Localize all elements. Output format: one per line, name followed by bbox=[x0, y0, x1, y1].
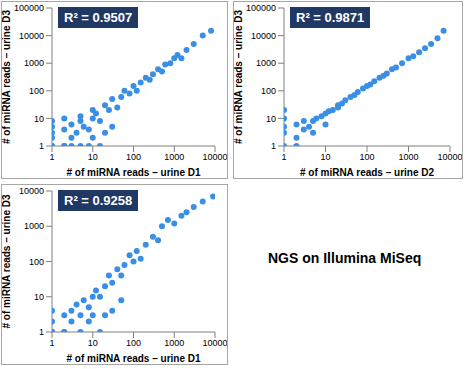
svg-text:10: 10 bbox=[320, 152, 330, 162]
svg-text:# of miRNA reads – urine D2: # of miRNA reads – urine D2 bbox=[300, 167, 435, 178]
svg-text:1: 1 bbox=[49, 152, 54, 162]
svg-text:10: 10 bbox=[34, 292, 44, 302]
svg-text:100000: 100000 bbox=[14, 3, 44, 13]
svg-text:1: 1 bbox=[49, 338, 54, 348]
svg-text:10000: 10000 bbox=[202, 338, 227, 348]
svg-text:100: 100 bbox=[29, 257, 44, 267]
svg-text:10: 10 bbox=[34, 114, 44, 124]
svg-text:10000: 10000 bbox=[19, 186, 44, 196]
svg-text:100: 100 bbox=[126, 338, 141, 348]
svg-text:1000: 1000 bbox=[164, 152, 184, 162]
html-text:R² = 0.9871: R² = 0.9871 bbox=[296, 10, 365, 25]
svg-text:1: 1 bbox=[39, 141, 44, 151]
svg-text:1000: 1000 bbox=[256, 58, 276, 68]
svg-text:1000: 1000 bbox=[398, 152, 418, 162]
svg-text:100: 100 bbox=[29, 86, 44, 96]
svg-text:# of miRNA reads – urine D3: # of miRNA reads – urine D3 bbox=[234, 10, 244, 145]
svg-text:# of miRNA reads – urine D3: # of miRNA reads – urine D3 bbox=[8, 10, 12, 145]
svg-text:10000: 10000 bbox=[251, 31, 276, 41]
svg-text:1: 1 bbox=[281, 152, 286, 162]
svg-text:1000: 1000 bbox=[24, 221, 44, 231]
svg-text:# of miRNA reads – urine D1: # of miRNA reads – urine D1 bbox=[66, 353, 201, 364]
svg-text:100: 100 bbox=[261, 86, 276, 96]
svg-text:100000: 100000 bbox=[246, 3, 276, 13]
svg-text:1000: 1000 bbox=[24, 58, 44, 68]
svg-text:10: 10 bbox=[88, 152, 98, 162]
svg-text:# of miRNA reads – urine D1: # of miRNA reads – urine D1 bbox=[66, 167, 201, 178]
svg-text:10000: 10000 bbox=[202, 152, 227, 162]
svg-text:1: 1 bbox=[39, 327, 44, 337]
svg-text:10000: 10000 bbox=[437, 152, 460, 162]
svg-text:10: 10 bbox=[88, 338, 98, 348]
svg-text:# of miRNA reads – urine D3: # of miRNA reads – urine D3 bbox=[8, 194, 12, 329]
html-text:R² = 0.9507: R² = 0.9507 bbox=[64, 10, 133, 25]
svg-text:100: 100 bbox=[359, 152, 374, 162]
html-text:R² = 0.9258: R² = 0.9258 bbox=[64, 193, 133, 208]
svg-text:100: 100 bbox=[126, 152, 141, 162]
svg-text:10: 10 bbox=[266, 114, 276, 124]
svg-text:1000: 1000 bbox=[164, 338, 184, 348]
svg-text:10000: 10000 bbox=[19, 31, 44, 41]
svg-text:1: 1 bbox=[271, 141, 276, 151]
html-text:NGS on Illumina MiSeq: NGS on Illumina MiSeq bbox=[268, 250, 422, 266]
